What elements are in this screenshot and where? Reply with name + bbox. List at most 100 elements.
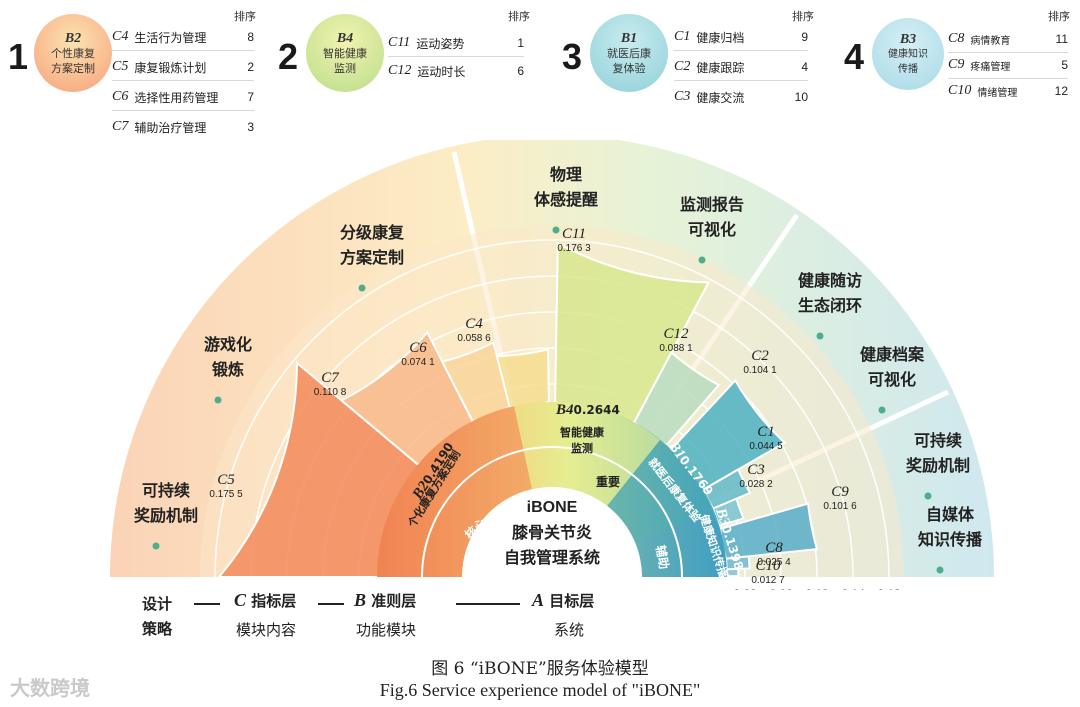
indicator-id: C3	[674, 89, 691, 104]
strategy-label: 可持续	[914, 431, 962, 450]
indicator-id: C10	[948, 83, 972, 98]
indicator-rank: 5	[1061, 58, 1068, 72]
legend-design-line1: 设计	[142, 595, 173, 613]
indicator-value-c4: 0.058 6	[457, 333, 491, 344]
strategy-label: 可视化	[868, 370, 916, 389]
indicator-rank: 2	[247, 60, 254, 74]
radial-tick-labels: 0.02 0.06 0.10 0.14 0.18	[733, 587, 901, 590]
radial-tick-label: 0.18	[877, 587, 901, 590]
indicator-id-c1: C1	[757, 424, 775, 440]
indicator-row: C12 运动时长 6	[388, 58, 524, 84]
center-line2: 膝骨关节炎	[512, 523, 592, 542]
indicator-label: 运动姿势	[416, 36, 465, 51]
watermark: 大数跨境	[10, 676, 90, 700]
indicator-id-c5: C5	[217, 472, 235, 488]
strategy-dot	[358, 284, 366, 292]
strategy-label: 生态闭环	[798, 296, 862, 315]
rank-heading: 排序	[508, 10, 530, 23]
indicator-id: C11	[388, 35, 411, 50]
indicator-row: C7 辅助治疗管理 3	[112, 114, 254, 140]
criterion-name-line1: 健康知识	[888, 48, 928, 60]
indicator-id: C2	[674, 59, 691, 74]
indicator-id-c2: C2	[751, 348, 769, 364]
radial-tick-label: 0.06	[769, 587, 793, 590]
legend-design: 设计 策略	[142, 593, 172, 639]
indicator-id: C8	[948, 31, 965, 46]
indicator-rank: 1	[517, 36, 524, 50]
band-label-auxiliary: 辅助	[653, 544, 672, 570]
center-line3: 自我管理系统	[504, 548, 600, 567]
header-group-3: 3 B1 就医后康 复体验 排序 C1 健康归档 9 C2 健康跟踪 4 C3 健康交流 1…	[560, 0, 820, 140]
strategy-label: 方案定制	[340, 248, 404, 267]
legend-title: 准则层	[371, 592, 417, 610]
indicator-id: C1	[674, 29, 691, 44]
strategy-label: 分级康复	[340, 223, 405, 242]
indicator-value-c6: 0.074 1	[401, 357, 435, 368]
indicator-rank: 11	[1055, 32, 1068, 46]
criterion-badge-b4: B4 智能健康 监测	[306, 14, 384, 92]
indicator-row: C4 生活行为管理 8	[112, 24, 254, 51]
criterion-name-line2: 方案定制	[51, 61, 95, 75]
indicator-id-c12: C12	[663, 326, 689, 342]
strategy-label: 监测报告	[680, 195, 744, 214]
indicator-wedges	[216, 241, 819, 578]
indicator-value-c3: 0.028 2	[739, 479, 773, 490]
header-group-4: 4 B3 健康知识 传播 排序 C8 病情教育 11 C9 疼痛管理 5 C10 情绪管理…	[844, 0, 1080, 140]
strategy-label: 自媒体	[926, 505, 975, 524]
criterion-sector-b4	[514, 402, 660, 506]
legend-connector	[318, 603, 344, 605]
indicator-id: C4	[112, 29, 129, 44]
criterion-id: B4	[336, 30, 354, 46]
indicator-row: C9 疼痛管理 5	[948, 52, 1068, 79]
legend-connector	[456, 603, 520, 605]
center-title: iBONE	[527, 499, 578, 516]
indicator-id-c9: C9	[831, 484, 849, 500]
indicator-row: C10 情绪管理 12	[948, 78, 1068, 104]
indicator-id-c10: C10	[755, 558, 781, 574]
indicator-row: C1 健康归档 9	[674, 24, 808, 51]
indicator-id-c6: C6	[409, 340, 427, 356]
indicator-id-c8: C8	[765, 540, 783, 556]
strategy-label: 锻炼	[212, 360, 244, 379]
legend-letter: B	[354, 590, 367, 610]
legend-title: 目标层	[549, 592, 595, 610]
strategy-label: 体感提醒	[534, 190, 598, 209]
strategy-dot	[878, 406, 886, 414]
criterion-name-line2: 传播	[898, 63, 918, 75]
indicator-id: C9	[948, 57, 965, 72]
criterion-name-b4-line2: 监测	[571, 441, 593, 455]
indicator-id-c4: C4	[465, 316, 483, 332]
indicator-label: 病情教育	[970, 35, 1011, 47]
criterion-badge-b2: B2 个性康复 方案定制	[34, 14, 112, 92]
indicator-id-c3: C3	[747, 462, 765, 478]
indicator-value-c8: 0.025 4	[757, 557, 791, 568]
strategy-dot	[936, 566, 944, 574]
indicator-label: 健康跟踪	[696, 60, 745, 75]
indicator-label: 康复锻炼计划	[134, 60, 207, 75]
strategy-dot	[152, 542, 160, 550]
indicator-row: C11 运动姿势 1	[388, 30, 524, 57]
group-rank: 3	[562, 36, 583, 77]
figure-caption-cn: 图 6 “iBONE”服务体验模型	[431, 659, 649, 679]
criterion-id: B4	[555, 402, 574, 418]
indicator-id-c7: C7	[321, 370, 340, 386]
chart-center	[462, 487, 642, 577]
criterion-name-line1: 智能健康	[323, 46, 367, 60]
indicator-id: C12	[388, 63, 412, 78]
radial-tick-label: 0.14	[841, 587, 865, 590]
indicator-row: C6 选择性用药管理 7	[112, 84, 254, 111]
indicator-value-c9: 0.101 6	[823, 501, 857, 512]
grid-ring	[214, 239, 890, 578]
indicator-rank: 7	[247, 90, 254, 104]
legend-b-sub: 功能模块	[356, 621, 417, 639]
header-group-2: 2 B4 智能健康 监测 排序 C11 运动姿势 1 C12 运动时长 6	[278, 0, 538, 140]
criterion-weight: 0.2644	[574, 403, 620, 417]
radial-tick-label: 0.10	[805, 587, 829, 590]
figure-caption-en: Fig.6 Service experience model of "iBONE…	[379, 680, 701, 700]
criterion-name-line1: 就医后康	[607, 46, 651, 60]
indicator-label: 生活行为管理	[134, 30, 207, 45]
criterion-name-b4-line1: 智能健康	[560, 425, 605, 439]
strategy-label: 可视化	[688, 220, 736, 239]
indicator-label: 情绪管理	[977, 87, 1018, 99]
